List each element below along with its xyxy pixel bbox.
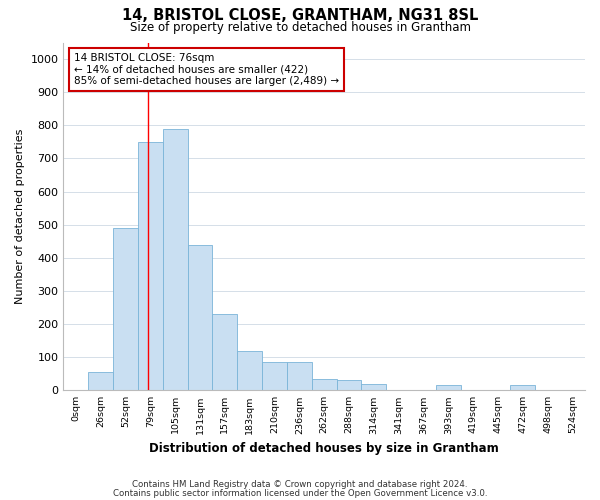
Text: 14 BRISTOL CLOSE: 76sqm
← 14% of detached houses are smaller (422)
85% of semi-d: 14 BRISTOL CLOSE: 76sqm ← 14% of detache… — [74, 53, 339, 86]
Text: Size of property relative to detached houses in Grantham: Size of property relative to detached ho… — [130, 21, 470, 34]
Y-axis label: Number of detached properties: Number of detached properties — [15, 128, 25, 304]
Bar — [237, 350, 262, 391]
Bar — [138, 142, 163, 390]
Bar — [361, 384, 386, 390]
Text: 14, BRISTOL CLOSE, GRANTHAM, NG31 8SL: 14, BRISTOL CLOSE, GRANTHAM, NG31 8SL — [122, 8, 478, 22]
Bar — [113, 228, 138, 390]
Text: Contains HM Land Registry data © Crown copyright and database right 2024.: Contains HM Land Registry data © Crown c… — [132, 480, 468, 489]
Bar — [312, 378, 337, 390]
Bar — [163, 128, 188, 390]
Bar — [511, 386, 535, 390]
Bar — [188, 244, 212, 390]
X-axis label: Distribution of detached houses by size in Grantham: Distribution of detached houses by size … — [149, 442, 499, 455]
Text: Contains public sector information licensed under the Open Government Licence v3: Contains public sector information licen… — [113, 489, 487, 498]
Bar — [436, 386, 461, 390]
Bar — [287, 362, 312, 390]
Bar — [212, 314, 237, 390]
Bar — [88, 372, 113, 390]
Bar — [262, 362, 287, 390]
Bar — [337, 380, 361, 390]
